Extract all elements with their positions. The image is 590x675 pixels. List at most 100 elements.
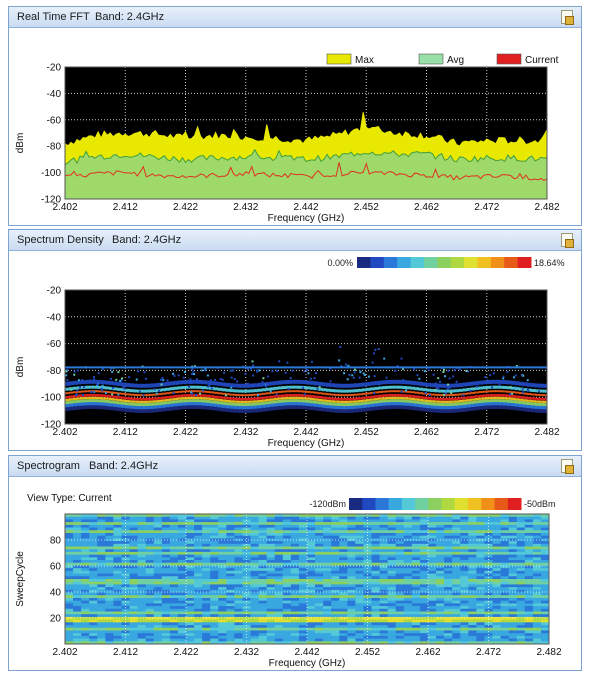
density-cell xyxy=(338,383,343,388)
spectrogram-cell xyxy=(460,562,469,566)
spectrogram-cell xyxy=(290,535,300,539)
density-cell xyxy=(281,397,287,400)
spectrogram-cell xyxy=(226,524,235,528)
spectrogram-cell xyxy=(234,614,243,618)
density-cell xyxy=(386,399,391,403)
spectrogram-cell xyxy=(282,641,292,645)
density-cell xyxy=(442,406,448,413)
spectrogram-cell xyxy=(403,627,413,631)
density-cell xyxy=(358,399,363,403)
density-cell xyxy=(189,402,195,409)
spectrogram-cell xyxy=(81,532,90,537)
spectrogram-cell xyxy=(242,614,251,618)
spectrogram-cell xyxy=(492,587,501,591)
spectrogram-export-icon[interactable] xyxy=(561,459,574,474)
density-cell xyxy=(153,388,156,391)
spectrogram-cell xyxy=(218,532,227,537)
spectrogram-cell xyxy=(436,638,445,642)
spectrogram-cell xyxy=(371,524,380,528)
density-cell xyxy=(378,366,383,369)
fft-x-tick-label: 2.432 xyxy=(233,202,258,213)
fft-export-icon[interactable] xyxy=(561,10,574,25)
spectrogram-cell xyxy=(282,562,292,566)
spectrogram-cell xyxy=(89,627,98,631)
density-cell xyxy=(470,391,476,394)
spectrogram-cell xyxy=(524,616,534,621)
spectrogram-cell xyxy=(298,592,308,596)
spectrogram-cell xyxy=(298,532,308,537)
spectrogram-cell xyxy=(403,524,413,528)
spectrogram-cell xyxy=(444,568,453,572)
spectrogram-cell xyxy=(476,592,485,596)
spectrogram-cell xyxy=(355,589,364,593)
spectrogram-cell xyxy=(508,638,518,642)
spectrogram-cell xyxy=(210,576,219,580)
spectrogram-colorbar-cell xyxy=(415,498,423,510)
spectrogram-cell xyxy=(315,638,324,642)
density-cell xyxy=(378,390,383,393)
density-cell xyxy=(246,367,249,370)
spectrogram-cell xyxy=(258,524,268,528)
spectrogram-cell xyxy=(516,527,526,531)
density-cell xyxy=(444,392,447,395)
spectrogram-cell xyxy=(436,562,445,566)
density-colorbar-cell xyxy=(510,257,519,268)
spectrogram-cell xyxy=(97,611,106,615)
spectrogram-cell xyxy=(177,635,187,639)
spectrogram-cell xyxy=(218,633,227,637)
spectrogram-cell xyxy=(290,570,300,574)
spectrogram-cell xyxy=(371,565,380,569)
spectrogram-cell xyxy=(387,551,397,556)
spectrogram-cell xyxy=(339,568,348,572)
spectrogram-cell xyxy=(436,530,445,534)
spectrogram-cell xyxy=(113,562,122,566)
density-cell xyxy=(458,393,464,396)
spectrogram-cell xyxy=(516,608,526,612)
density-cell xyxy=(237,366,243,369)
density-cell xyxy=(458,406,464,413)
spectrogram-cell xyxy=(524,557,534,561)
spectrogram-cell xyxy=(113,587,122,591)
density-cell xyxy=(514,366,520,369)
spectrogram-cell xyxy=(194,614,203,618)
spectrogram-cell xyxy=(468,584,477,588)
density-y-tick-label: -80 xyxy=(47,366,62,377)
density-cell xyxy=(65,404,70,411)
spectrogram-cell xyxy=(452,551,461,556)
spectrogram-cell xyxy=(411,576,421,580)
spectrogram-cell xyxy=(105,622,114,626)
spectrogram-cell xyxy=(428,530,437,534)
spectrogram-colorbar-cell xyxy=(494,498,502,510)
spectrogram-cell xyxy=(161,573,171,577)
spectrogram-cell xyxy=(65,622,74,626)
spectrogram-cell xyxy=(339,638,348,642)
spectrogram-cell xyxy=(202,565,211,569)
spectrogram-cell xyxy=(347,535,356,539)
spectrogram-cell xyxy=(210,527,219,531)
density-cell xyxy=(293,401,299,406)
spectrogram-cell xyxy=(371,535,380,539)
spectrogram-cell xyxy=(169,562,179,566)
density-cell xyxy=(231,369,234,372)
density-export-icon[interactable] xyxy=(561,233,574,248)
density-cell xyxy=(414,387,419,391)
spectrogram-cell xyxy=(242,514,251,518)
spectrogram-cell xyxy=(153,541,163,545)
spectrogram-cell xyxy=(452,535,461,539)
density-cell xyxy=(285,385,291,389)
density-cell xyxy=(237,406,243,413)
spectrogram-cell xyxy=(282,565,292,569)
spectrogram-cell xyxy=(186,541,195,545)
density-cell xyxy=(518,392,524,395)
spectrogram-cell xyxy=(177,603,187,607)
spectrogram-cell xyxy=(298,616,308,621)
spectrogram-cell xyxy=(395,616,405,621)
spectrogram-cell xyxy=(363,619,372,623)
spectrogram-cell xyxy=(210,592,219,596)
density-cell xyxy=(81,381,84,384)
density-cell xyxy=(446,403,452,407)
density-cell xyxy=(229,397,235,400)
spectrogram-cell xyxy=(290,595,300,599)
density-cell xyxy=(372,352,375,355)
density-cell xyxy=(538,389,544,393)
